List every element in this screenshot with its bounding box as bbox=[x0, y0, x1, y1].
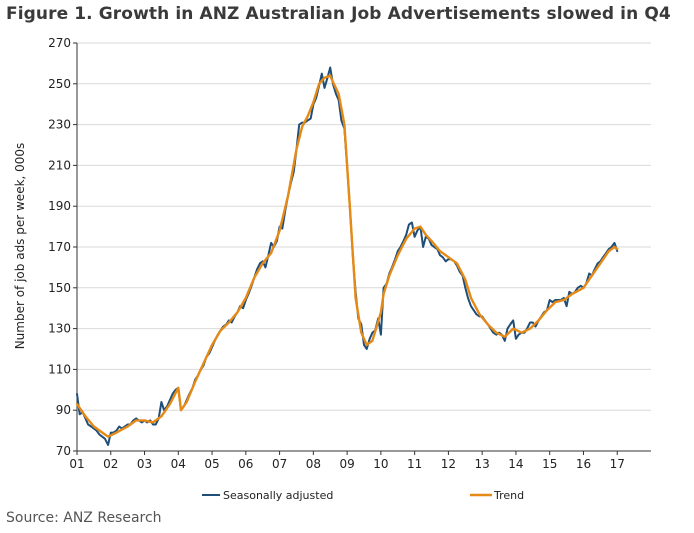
y-tick-label: 210 bbox=[48, 158, 71, 172]
series-layer bbox=[75, 66, 619, 446]
y-tick-label: 190 bbox=[48, 199, 71, 213]
y-tick-label: 110 bbox=[48, 362, 71, 376]
x-tick-label: 14 bbox=[508, 457, 523, 471]
y-tick-label: 150 bbox=[48, 281, 71, 295]
y-tick-label: 170 bbox=[48, 240, 71, 254]
y-tick-label: 250 bbox=[48, 77, 71, 91]
x-tick-label: 03 bbox=[137, 457, 152, 471]
legend: Seasonally adjusted Trend bbox=[202, 489, 524, 502]
y-tick-label: 230 bbox=[48, 118, 71, 132]
x-tick-label: 01 bbox=[69, 457, 84, 471]
y-tick-label: 130 bbox=[48, 322, 71, 336]
y-tick-label: 70 bbox=[56, 444, 71, 458]
y-tick-label: 90 bbox=[56, 403, 71, 417]
source-note: Source: ANZ Research bbox=[6, 510, 162, 526]
y-tick-label: 270 bbox=[48, 36, 71, 50]
series-line-trend bbox=[75, 74, 619, 438]
legend-label-seasonally-adjusted: Seasonally adjusted bbox=[223, 489, 333, 502]
x-tick-label: 13 bbox=[475, 457, 490, 471]
grid-lines bbox=[77, 42, 651, 411]
y-tick-labels: 70 90 110 130 150 170 190 210 230 250 270 bbox=[48, 36, 71, 458]
x-tick-label: 05 bbox=[204, 457, 219, 471]
x-tick-label: 07 bbox=[272, 457, 287, 471]
x-tick-label: 06 bbox=[238, 457, 253, 471]
x-tick-label: 17 bbox=[610, 457, 625, 471]
x-tick-label: 15 bbox=[542, 457, 557, 471]
x-tick-label: 08 bbox=[306, 457, 321, 471]
x-tick-label: 04 bbox=[171, 457, 186, 471]
x-tick-label: 02 bbox=[103, 457, 118, 471]
x-tick-labels: 01 02 03 04 05 06 07 08 09 10 11 12 13 14 15 16 17 bbox=[69, 457, 625, 471]
x-tick-label: 09 bbox=[339, 457, 354, 471]
chart-title: Figure 1. Growth in ANZ Australian Job A… bbox=[6, 4, 671, 24]
axes bbox=[73, 42, 651, 455]
x-tick-label: 12 bbox=[441, 457, 456, 471]
x-tick-label: 10 bbox=[373, 457, 388, 471]
legend-label-trend: Trend bbox=[493, 489, 524, 502]
y-axis-label: Number of job ads per week, 000s bbox=[13, 143, 27, 350]
x-tick-label: 11 bbox=[407, 457, 422, 471]
x-tick-label: 16 bbox=[576, 457, 591, 471]
